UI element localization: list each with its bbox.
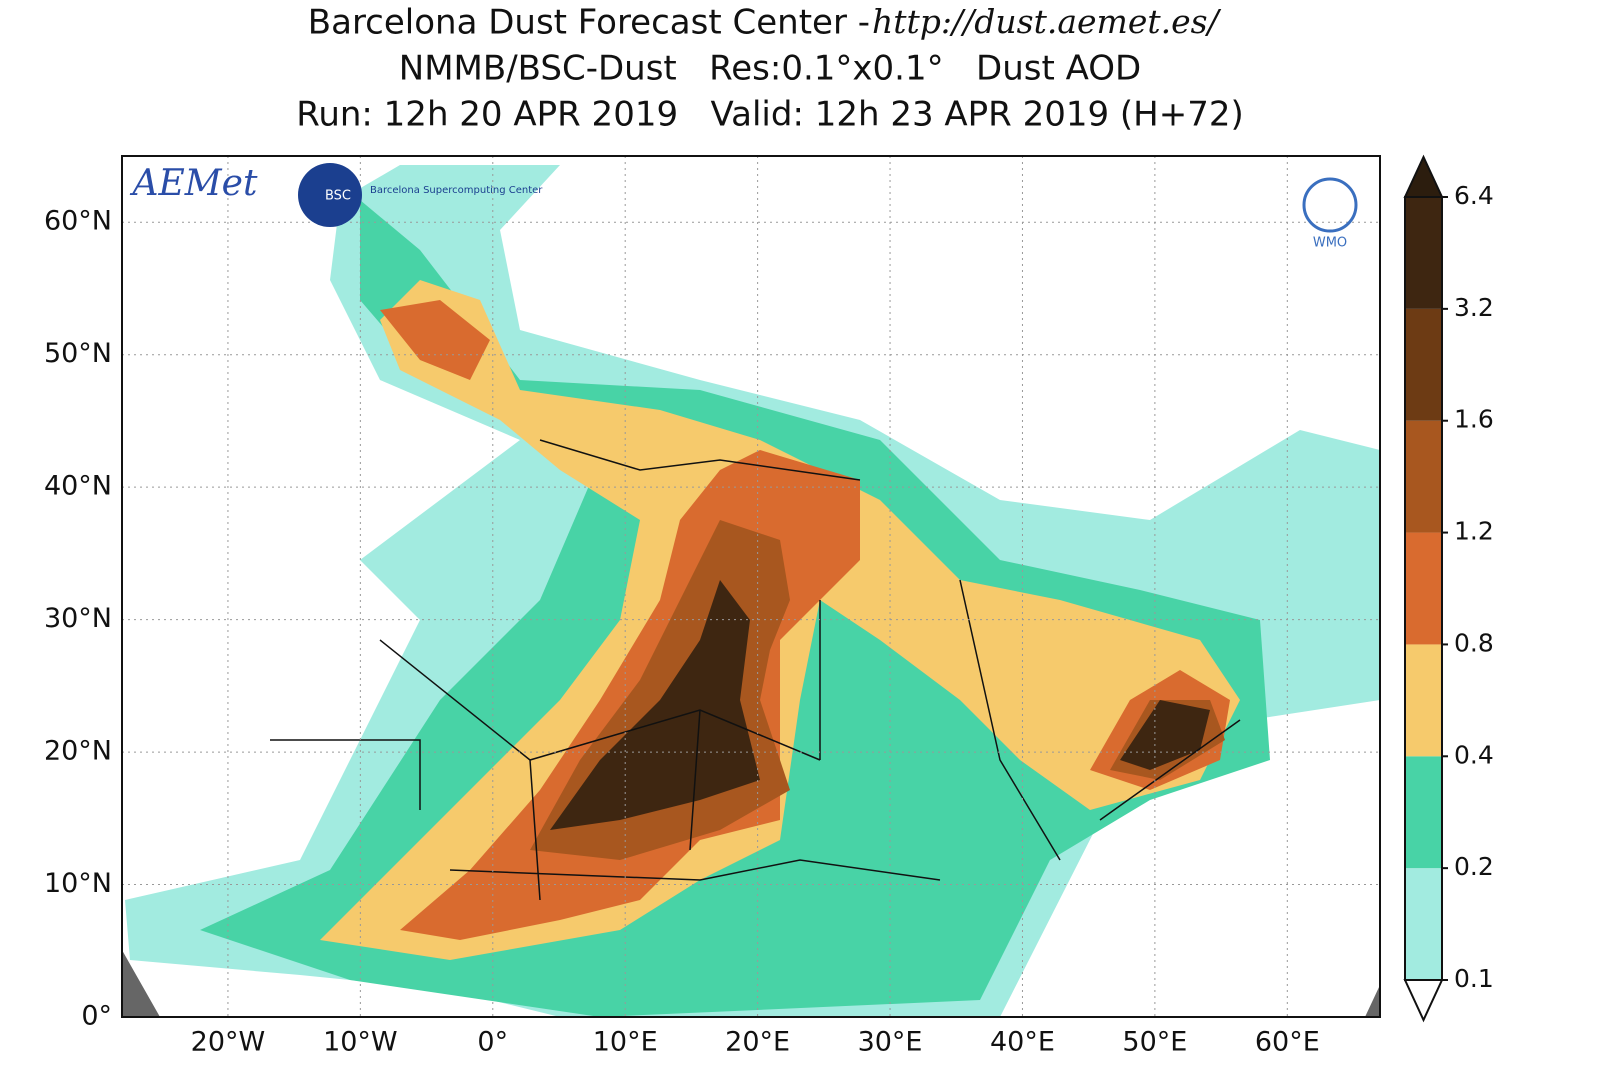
run-line: Run: 12h 20 APR 2019 Valid: 12h 23 APR 2…: [296, 95, 1244, 135]
x-tick-label: 20°W: [191, 1027, 266, 1058]
colorbar-label: 0.2: [1454, 852, 1494, 881]
colorbar-label: 1.6: [1454, 405, 1494, 434]
subtitle: NMMB/BSC-Dust Res:0.1°x0.1° Dust AOD: [399, 49, 1141, 89]
colorbar-segment: [1405, 868, 1442, 980]
colorbar-segment: [1405, 420, 1442, 533]
x-tick-label: 50°E: [1122, 1027, 1187, 1058]
y-tick-label: 30°N: [44, 603, 112, 634]
dust-field: [122, 156, 1380, 1017]
title-url: http://dust.aemet.es/: [872, 2, 1222, 41]
logo-wmo-icon: [1302, 177, 1358, 233]
colorbar-segment: [1405, 197, 1442, 309]
colorbar-segment: [1405, 532, 1442, 645]
colorbar-label: 0.8: [1454, 628, 1494, 657]
dust-area: [550, 580, 1210, 830]
x-tick-label: 30°E: [858, 1027, 923, 1058]
colorbar-label: 3.2: [1454, 293, 1494, 322]
colorbar-label: 0.4: [1454, 740, 1494, 769]
logo-aemet: AEMet: [130, 163, 258, 204]
colorbar-segment: [1405, 308, 1442, 421]
y-tick-label: 60°N: [44, 206, 112, 237]
x-tick-label: 10°W: [323, 1027, 398, 1058]
colorbar-segment: [1405, 644, 1442, 757]
y-tick-label: 50°N: [44, 338, 112, 369]
colorbar-label: 0.1: [1454, 964, 1494, 993]
logo-bsc: BSC: [325, 189, 351, 204]
logo-wmo: WMO: [1313, 236, 1347, 251]
colorbar-frame: [1404, 196, 1443, 981]
y-tick-label: 0°: [81, 1001, 112, 1032]
x-tick-label: 10°E: [593, 1027, 658, 1058]
logo-bsc-icon: [298, 163, 362, 227]
colorbar: 0.1 0.2 0.4 0.8 1.2 1.6 3.2 6.4: [1403, 154, 1494, 1023]
colorbar-segment: [1405, 756, 1442, 869]
map-frame: [121, 155, 1381, 1018]
logo-bsc-name: Barcelona Supercomputing Center: [370, 185, 543, 196]
colorbar-label: 6.4: [1454, 181, 1494, 210]
colorbar-over: [1403, 154, 1444, 198]
x-tick-label: 20°E: [725, 1027, 790, 1058]
x-tick-label: 60°E: [1255, 1027, 1320, 1058]
y-tick-label: 20°N: [44, 736, 112, 767]
x-tick-label: 0°: [477, 1027, 508, 1058]
borders: [270, 439, 1241, 901]
x-tick-label: 40°E: [990, 1027, 1055, 1058]
y-tick-label: 10°N: [44, 868, 112, 899]
y-tick-label: 40°N: [44, 471, 112, 502]
colorbar-under: [1403, 979, 1444, 1023]
colorbar-label: 1.2: [1454, 517, 1494, 546]
title: Barcelona Dust Forecast Center -: [308, 3, 870, 43]
